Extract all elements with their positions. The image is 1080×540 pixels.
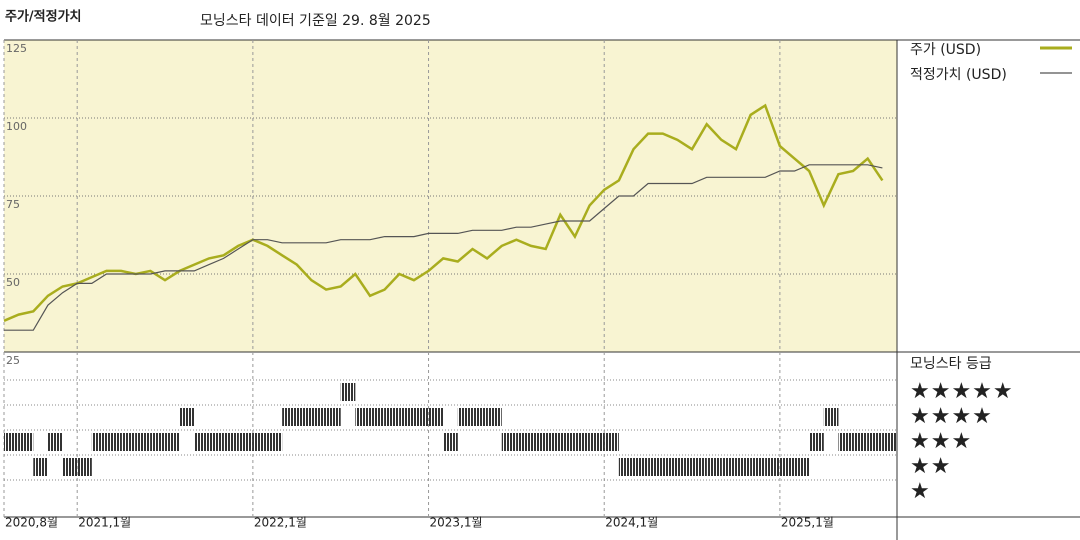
rating-block	[33, 458, 48, 476]
rating-block	[589, 433, 605, 451]
rating-block	[121, 433, 136, 451]
y-tick-label: 25	[6, 354, 20, 367]
y-tick-label: 75	[6, 198, 20, 211]
rating-block	[574, 433, 590, 451]
rating-block	[150, 433, 166, 451]
rating-block	[223, 433, 239, 451]
x-tick-label: 2023,1월	[430, 516, 483, 530]
rating-block	[765, 458, 780, 476]
rating-block	[487, 408, 502, 426]
rating-block	[633, 458, 649, 476]
rating-block	[692, 458, 707, 476]
rating-block	[721, 458, 736, 476]
rating-block	[735, 458, 751, 476]
rating-block	[794, 458, 810, 476]
rating-block	[62, 458, 78, 476]
rating-block	[413, 408, 429, 426]
rating-block	[135, 433, 151, 451]
rating-block	[384, 408, 400, 426]
rating-block	[706, 458, 722, 476]
rating-block	[472, 408, 488, 426]
y-tick-label: ★★★★★	[910, 379, 1014, 404]
rating-block	[340, 383, 356, 401]
rating-block	[531, 433, 546, 451]
x-tick-label: 2020,8월	[5, 516, 58, 530]
rating-block	[516, 433, 532, 451]
legend-label: 적정가치 (USD)	[910, 67, 1007, 83]
line-series	[4, 164, 883, 331]
chart-title: 주가/적정가치	[5, 9, 82, 25]
y-tick-label: ★★★	[910, 429, 972, 454]
x-tick-label: 2021,1월	[78, 516, 131, 530]
rating-block	[282, 408, 297, 426]
rating-block	[545, 433, 561, 451]
rating-block	[208, 433, 224, 451]
rating-block	[443, 433, 458, 451]
rating-block	[296, 408, 312, 426]
x-tick-label: 2022,1월	[254, 516, 307, 530]
rating-block	[399, 408, 414, 426]
rating-block	[106, 433, 122, 451]
rating-block	[677, 458, 693, 476]
rating-block	[179, 408, 195, 426]
y-tick-label: ★★★★	[910, 404, 993, 429]
rating-block	[311, 408, 327, 426]
rating-block	[91, 433, 107, 451]
rating-block	[662, 458, 678, 476]
y-tick-label: 125	[6, 42, 27, 55]
rating-block	[267, 433, 283, 451]
rating-block	[252, 433, 268, 451]
rating-block	[560, 433, 575, 451]
line-series	[3, 103, 884, 322]
rating-block	[4, 433, 19, 451]
rating-block	[501, 433, 517, 451]
rating-block	[238, 433, 253, 451]
rating-block	[47, 433, 63, 451]
y-tick-label: ★★	[910, 454, 951, 479]
rating-block	[165, 433, 180, 451]
rating-block	[853, 433, 868, 451]
rating-block	[882, 433, 897, 451]
rating-block	[77, 458, 92, 476]
rating-block	[779, 458, 795, 476]
rating-block	[750, 458, 766, 476]
x-tick-label: 2025,1월	[781, 516, 834, 530]
legend-label: 주가 (USD)	[910, 42, 981, 58]
y-tick-label: 50	[6, 276, 20, 289]
rating-block	[604, 433, 619, 451]
rating-block	[428, 408, 444, 426]
rating-block	[355, 408, 370, 426]
rating-block	[823, 408, 839, 426]
rating-block	[18, 433, 34, 451]
rating-block	[326, 408, 341, 426]
rating-block	[648, 458, 663, 476]
chart-subtitle: 모닝스타 데이터 기준일 29. 8월 2025	[200, 13, 431, 29]
rating-block	[618, 458, 634, 476]
rating-block	[838, 433, 854, 451]
y-tick-label: 100	[6, 120, 27, 133]
rating-block	[369, 408, 385, 426]
y-tick-label: ★	[910, 479, 931, 504]
rating-block	[457, 408, 473, 426]
rating-block	[809, 433, 824, 451]
rating-block	[194, 433, 209, 451]
x-tick-label: 2024,1월	[605, 516, 658, 530]
panel-title: 모닝스타 등급	[910, 356, 992, 372]
rating-block	[867, 433, 883, 451]
